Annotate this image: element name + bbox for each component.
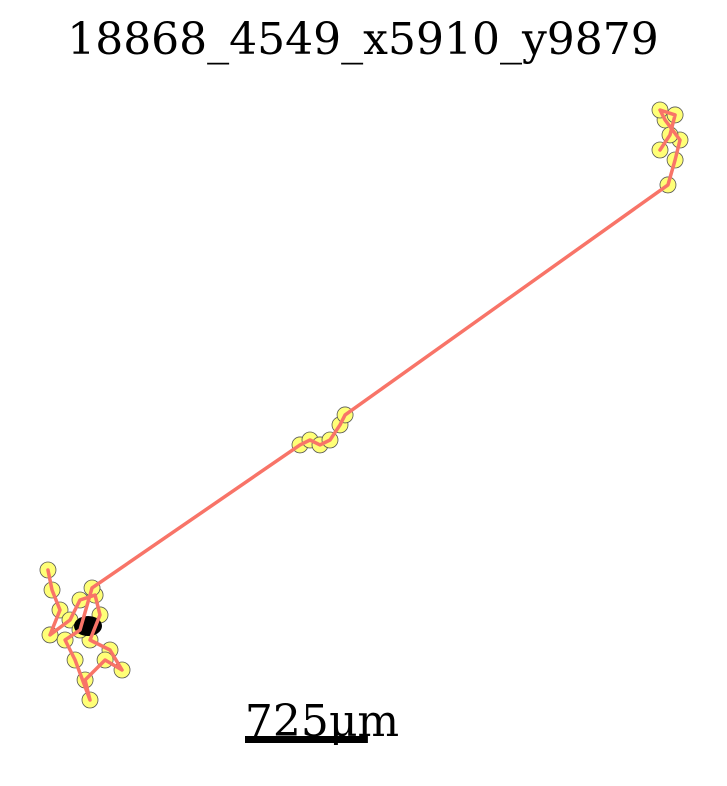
points [39, 101, 689, 709]
scale-bar-line [245, 736, 368, 743]
chart-title: 18868_4549_x5910_y9879 [67, 14, 659, 65]
track-line [46, 108, 682, 702]
scale-bar: 725μm [245, 696, 399, 747]
track [46, 108, 682, 702]
